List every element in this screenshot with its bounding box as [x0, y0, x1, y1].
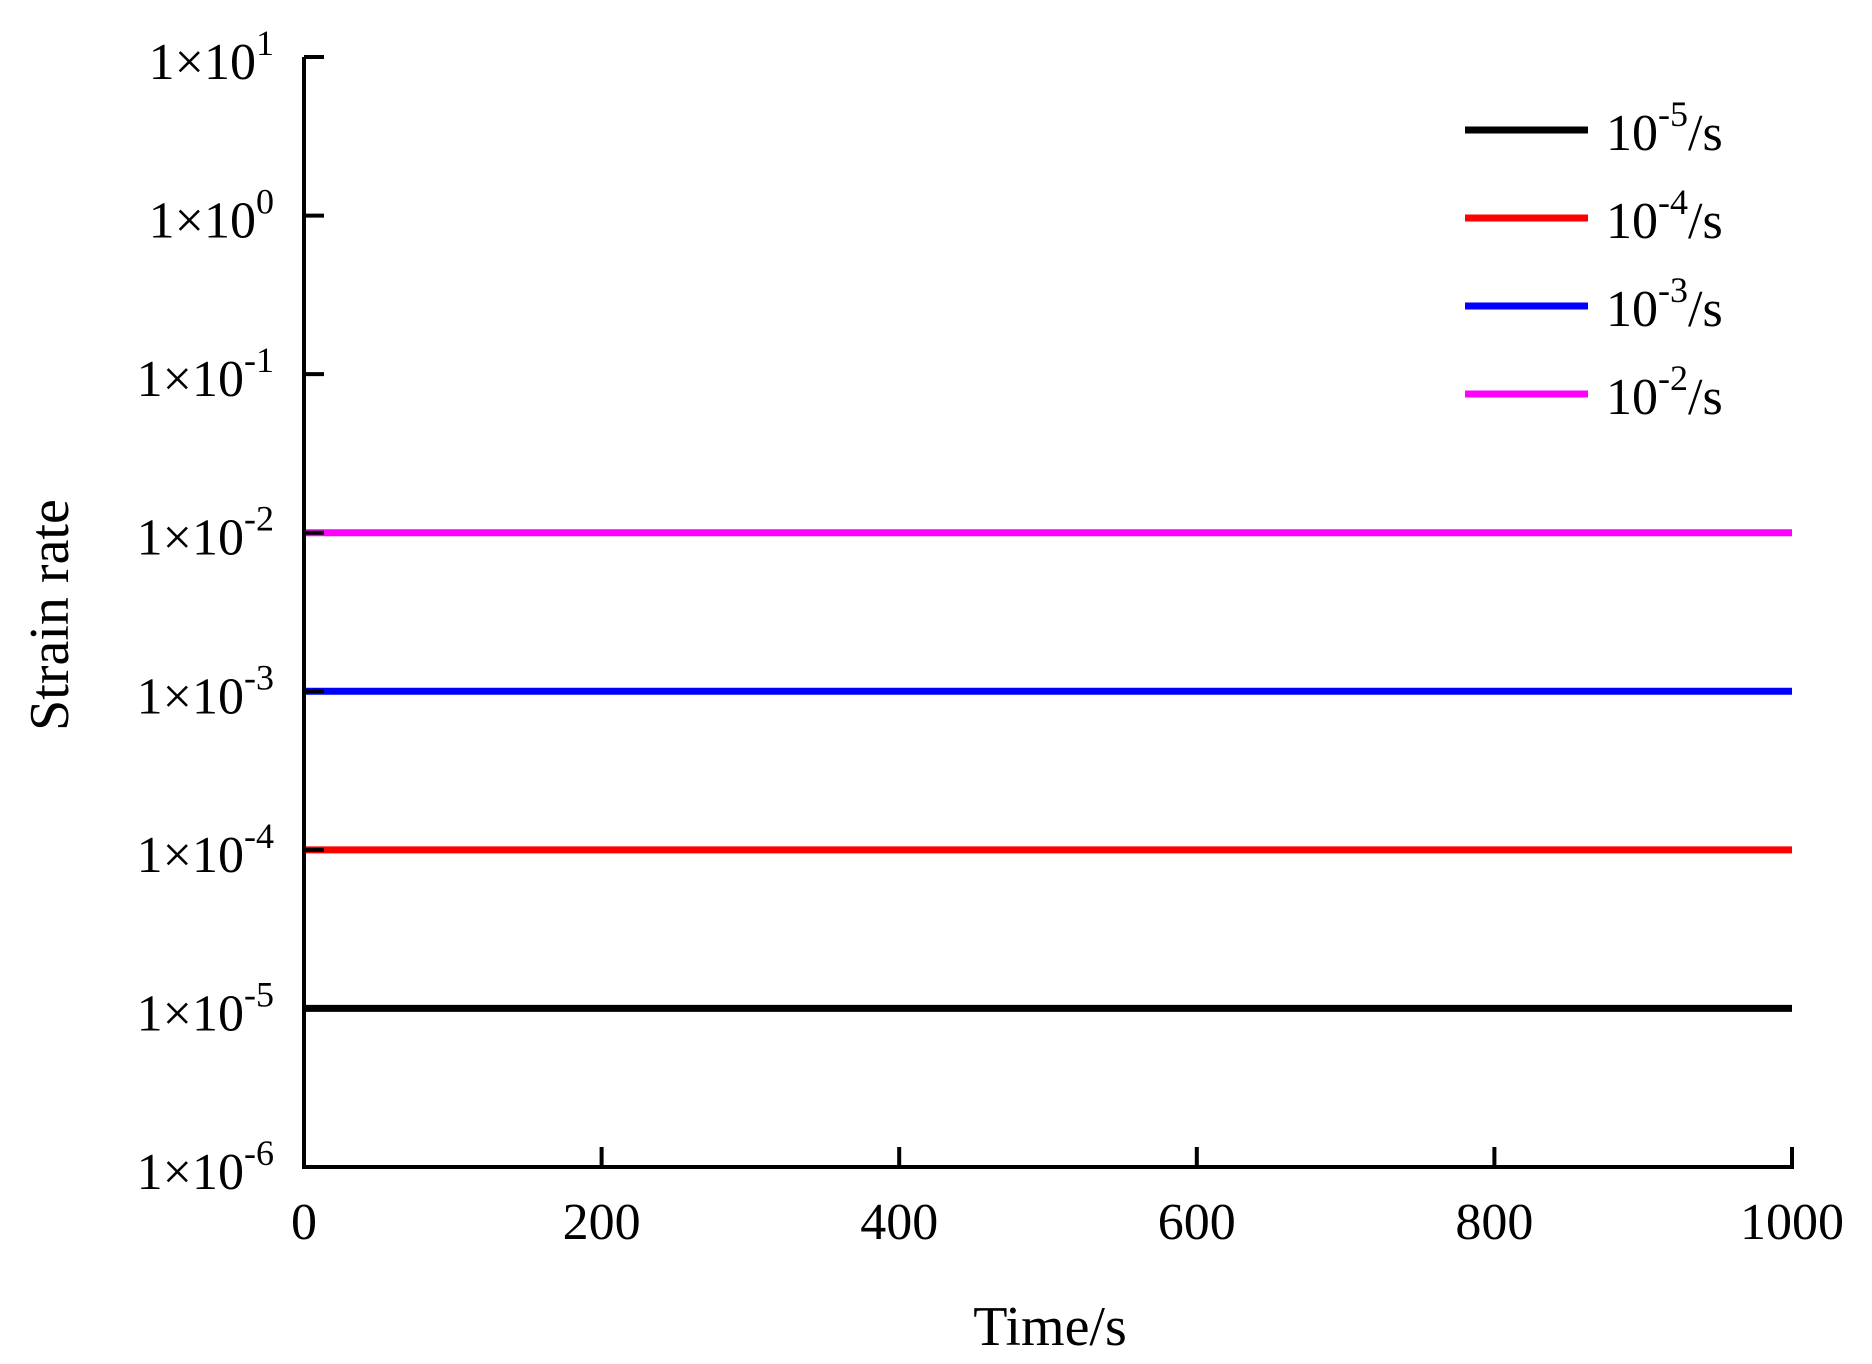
- x-axis-title: Time/s: [973, 1296, 1127, 1358]
- plot-lines: [304, 529, 1792, 1012]
- axes: [302, 57, 1794, 1169]
- x-tick-label: 600: [1158, 1194, 1236, 1251]
- x-tick-label: 800: [1455, 1194, 1533, 1251]
- legend-label-2: 10-4/s: [1606, 182, 1723, 250]
- y-axis-title: Strain rate: [19, 499, 81, 731]
- y-tick-label: 1×10-1: [137, 340, 274, 408]
- legend-label-3: 10-3/s: [1606, 270, 1723, 338]
- y-tick-label: 1×101: [149, 23, 274, 91]
- x-tick-label: 200: [563, 1194, 641, 1251]
- x-tick-label: 1000: [1740, 1194, 1844, 1251]
- y-tick-label: 1×10-5: [137, 974, 274, 1042]
- y-tick-label: 1×10-2: [137, 499, 274, 567]
- x-ticks: 0 200 400 600 800 1000: [291, 1147, 1844, 1251]
- x-tick-label: 0: [291, 1194, 317, 1251]
- y-tick-label: 1×10-4: [137, 816, 274, 884]
- y-tick-label: 1×10-3: [137, 657, 274, 725]
- y-tick-label: 1×10-6: [137, 1133, 274, 1201]
- y-tick-label: 1×100: [149, 182, 274, 250]
- legend-label-4: 10-2/s: [1606, 358, 1723, 426]
- x-tick-label: 400: [860, 1194, 938, 1251]
- legend-label-1: 10-5/s: [1606, 94, 1723, 162]
- y-ticks: 1×101 1×100 1×10-1 1×10-2 1×10-3 1×10-4 1×10-5…: [137, 23, 324, 1201]
- legend: 10-5/s 10-4/s 10-3/s 10-2/s: [1465, 94, 1723, 426]
